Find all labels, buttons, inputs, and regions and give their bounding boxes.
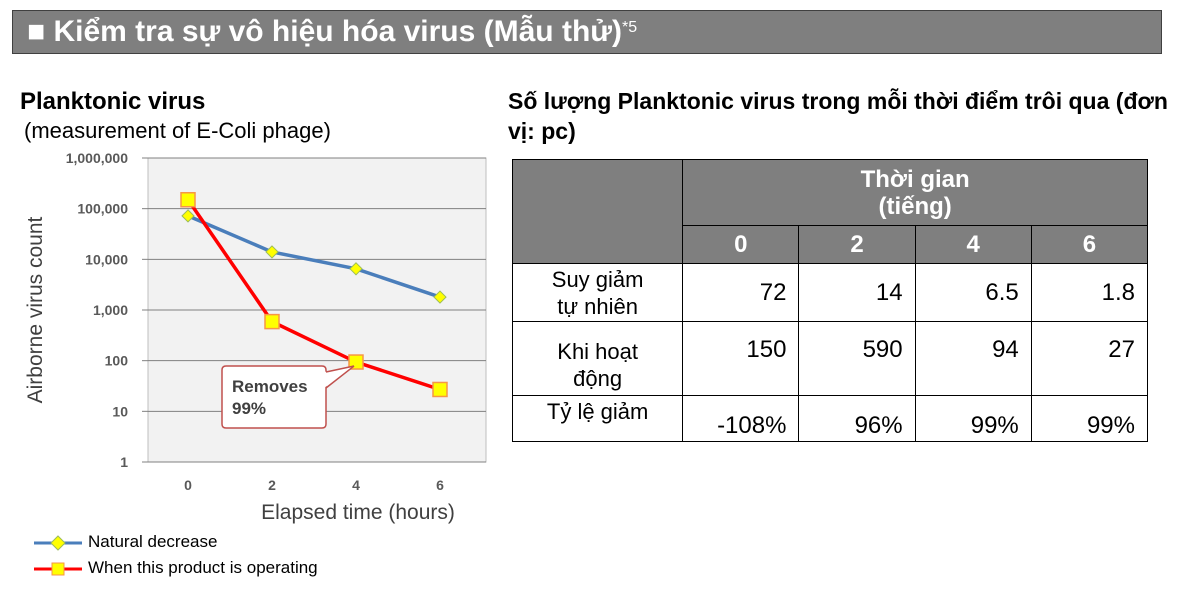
annotation-text-line2: 99% — [232, 399, 266, 418]
legend-item-operating: When this product is operating — [34, 558, 318, 578]
time-header-line1: Thời gian — [860, 165, 970, 193]
table-cell: 6.5 — [914, 263, 1032, 322]
table-cell: 1.8 — [1030, 263, 1149, 322]
table-cell: -108% — [682, 395, 800, 442]
y-tick-label: 10,000 — [85, 251, 128, 267]
data-point-natural — [349, 262, 363, 276]
virus-count-table: Thời gian (tiếng) 0 2 4 6 Suy giảm tự nh… — [511, 159, 1149, 442]
data-point-operating — [264, 313, 280, 330]
annotation-box — [221, 365, 327, 429]
row-label-line2: động — [573, 366, 623, 391]
column-header: 0 — [682, 225, 800, 264]
table-corner-cell — [511, 159, 684, 264]
row-label-line2: tự nhiên — [557, 293, 639, 319]
data-point-operating — [432, 381, 448, 398]
y-tick-label: 100,000 — [77, 201, 128, 217]
table-cell: 150 — [682, 321, 800, 396]
row-label-line1: Khi hoạt — [557, 339, 638, 364]
annotation-pointer-edge — [325, 365, 355, 389]
legend-swatch-operating — [34, 561, 82, 577]
series-line-0 — [187, 214, 441, 299]
table-header-row: Thời gian (tiếng) — [511, 159, 1148, 264]
legend-label-natural: Natural decrease — [88, 532, 218, 551]
data-point-natural — [433, 290, 447, 304]
y-axis-title: Airborne virus count — [24, 216, 47, 403]
column-header: 4 — [914, 225, 1032, 264]
x-tick-label: 6 — [436, 477, 444, 493]
legend-item-natural: Natural decrease — [34, 532, 217, 552]
time-header-line2: (tiếng) — [878, 192, 952, 220]
row-label-line1: Suy giảm — [551, 266, 644, 292]
table-column-row: 0 2 4 6 — [513, 225, 1149, 264]
legend-label-operating: When this product is operating — [88, 558, 318, 577]
legend-swatch-natural — [34, 534, 82, 551]
data-point-natural — [181, 209, 195, 223]
page-title: ■ Kiểm tra sự vô hiệu hóa virus (Mẫu thử… — [27, 15, 622, 48]
row-label: Khi hoạt động — [511, 321, 684, 396]
table-cell: 14 — [798, 263, 916, 322]
y-tick-label: 10 — [112, 403, 128, 419]
table-row: Khi hoạt động 150 590 94 27 — [511, 321, 1149, 396]
column-header: 2 — [798, 225, 916, 264]
y-tick-label: 1 — [120, 454, 128, 470]
table-row: Tỷ lệ giảm -108% 96% 99% 99% — [511, 395, 1149, 442]
row-label: Tỷ lệ giảm — [511, 395, 684, 442]
table-cell: 72 — [682, 263, 800, 322]
table-title: Số lượng Planktonic virus trong mỗi thời… — [508, 88, 1168, 144]
time-header: Thời gian (tiếng) — [682, 159, 1148, 226]
data-point-operating — [180, 191, 196, 208]
row-label: Suy giảm tự nhiên — [511, 263, 684, 322]
table-cell: 99% — [914, 395, 1032, 442]
data-point-operating — [348, 354, 364, 370]
annotation-text-line1: Removes — [232, 377, 308, 396]
row-label-line1: Tỷ lệ giảm — [546, 399, 649, 424]
table-cell: 96% — [798, 395, 916, 442]
footnote-marker: *5 — [622, 19, 638, 36]
y-tick-label: 100 — [105, 353, 129, 369]
table-cell: 590 — [798, 321, 916, 396]
table-cell: 94 — [914, 321, 1032, 396]
y-tick-label: 1,000 — [93, 302, 128, 318]
x-tick-label: 2 — [268, 477, 276, 493]
data-point-natural — [265, 245, 279, 259]
column-header: 6 — [1030, 225, 1149, 264]
y-tick-label: 1,000,000 — [66, 150, 128, 166]
table-row: Suy giảm tự nhiên 72 14 6.5 1.8 — [511, 263, 1149, 322]
chart-title: Planktonic virus — [20, 88, 206, 115]
annotation-pointer-edge — [325, 365, 355, 373]
table-cell: 99% — [1030, 395, 1149, 442]
x-tick-label: 0 — [184, 477, 192, 493]
table-cell: 27 — [1030, 321, 1149, 396]
series-line-1 — [186, 198, 441, 392]
chart-subtitle: (measurement of E-Coli phage) — [24, 118, 331, 143]
page-title-bar: ■ Kiểm tra sự vô hiệu hóa virus (Mẫu thử… — [12, 10, 1162, 54]
x-axis-title: Elapsed time (hours) — [261, 501, 455, 524]
x-tick-label: 4 — [352, 477, 360, 493]
